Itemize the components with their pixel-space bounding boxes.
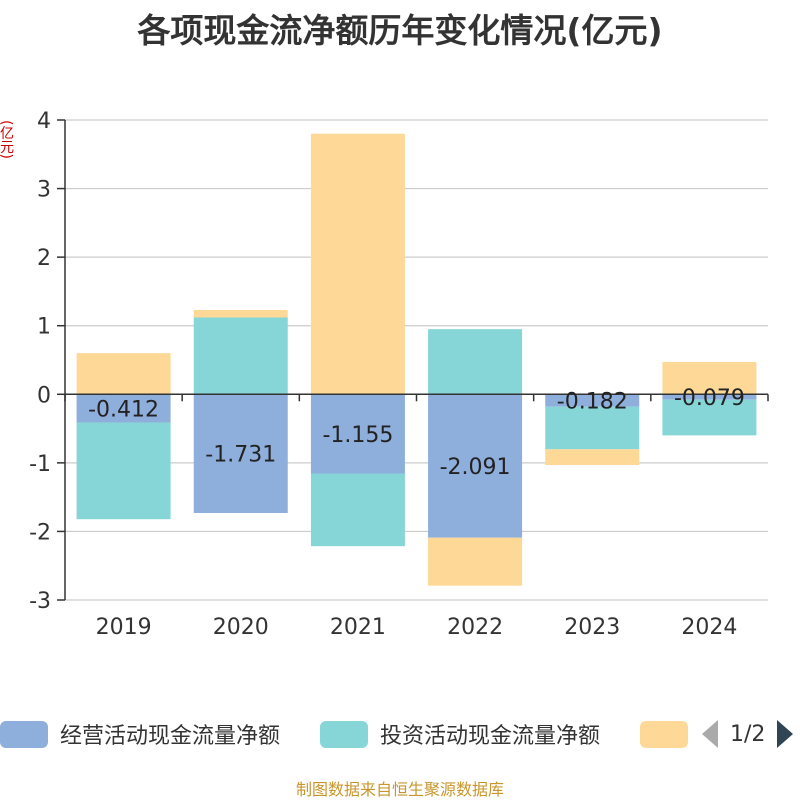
- legend-swatch-operating: [0, 720, 48, 748]
- bar-2023-series-1[interactable]: [545, 406, 640, 450]
- data-label-2019: -0.412: [88, 397, 159, 422]
- legend-swatch-investing: [320, 720, 368, 748]
- y-tick-label: 3: [37, 178, 51, 203]
- y-tick-label: 0: [37, 383, 51, 408]
- bar-2020-series-2[interactable]: [193, 309, 288, 318]
- bar-2021-series-1[interactable]: [310, 473, 405, 547]
- axes: -3 -2 -1 0 1 2 3 4 2019 2020 2021 2022 2023 2024: [29, 109, 769, 640]
- data-label-2024: -0.079: [674, 386, 745, 411]
- legend-prev-icon[interactable]: [702, 720, 718, 748]
- legend-page-indicator: 1/2: [730, 721, 766, 747]
- bar-2024-series-1[interactable]: [662, 399, 757, 436]
- data-label-2023: -0.182: [557, 390, 628, 415]
- x-tick-label: 2019: [96, 615, 152, 640]
- data-labels: -0.412 -1.731 -1.155 -2.091 -0.182 -0.079: [88, 386, 745, 480]
- chart-plot: -3 -2 -1 0 1 2 3 4 2019 2020 2021 2022 2023 2024 -0.4…: [29, 109, 769, 640]
- legend-next-icon[interactable]: [777, 720, 794, 748]
- y-axis-unit: (亿元): [0, 120, 14, 159]
- legend-item-operating[interactable]: 经营活动现金流量净额: [0, 716, 280, 752]
- y-tick-label: -1: [29, 452, 51, 477]
- source-footer: 制图数据来自恒生聚源数据库: [295, 780, 504, 799]
- x-tick-label: 2023: [564, 615, 620, 640]
- legend-pager: 1/2: [702, 716, 794, 752]
- data-label-2022: -2.091: [440, 455, 511, 480]
- data-label-2020: -1.731: [205, 443, 276, 468]
- bar-2023-series-2[interactable]: [545, 449, 640, 466]
- bar-2019-series-1[interactable]: [76, 422, 171, 520]
- legend-item-investing[interactable]: 投资活动现金流量净额: [320, 716, 600, 752]
- y-tick-label: -2: [29, 520, 51, 545]
- x-tick-label: 2021: [330, 615, 386, 640]
- data-label-2021: -1.155: [322, 423, 393, 448]
- legend-label-operating: 经营活动现金流量净额: [60, 724, 281, 749]
- bar-2022-series-0[interactable]: [428, 394, 523, 538]
- bar-2024-series-2[interactable]: [662, 362, 757, 395]
- x-tick-label: 2022: [447, 615, 503, 640]
- legend-swatch-third: [640, 720, 688, 748]
- bar-2020-series-0[interactable]: [193, 394, 288, 513]
- bar-2019-series-2[interactable]: [76, 353, 171, 395]
- bar-2021-series-2[interactable]: [310, 133, 405, 395]
- bar-2023-series-0[interactable]: [545, 394, 640, 407]
- bar-2020-series-1[interactable]: [193, 317, 288, 395]
- bar-2022-series-1[interactable]: [428, 329, 523, 395]
- x-tick-label: 2020: [213, 615, 269, 640]
- bar-2024-series-0[interactable]: [662, 394, 757, 400]
- bar-2019-series-0[interactable]: [76, 394, 171, 423]
- legend: 经营活动现金流量净额 投资活动现金流量净额 1/2: [0, 716, 800, 752]
- bar-2022-series-2[interactable]: [428, 537, 523, 586]
- chart-title: 各项现金流净额历年变化情况(亿元): [137, 11, 663, 50]
- y-tick-label: 2: [37, 246, 51, 271]
- legend-item-third[interactable]: [640, 716, 688, 752]
- y-tick-label: 4: [37, 109, 51, 134]
- y-tick-label: 1: [37, 315, 51, 340]
- legend-label-investing: 投资活动现金流量净额: [380, 724, 601, 749]
- x-tick-label: 2024: [681, 615, 737, 640]
- y-tick-label: -3: [29, 589, 51, 614]
- bar-2021-series-0[interactable]: [310, 394, 405, 474]
- bars: [76, 133, 757, 586]
